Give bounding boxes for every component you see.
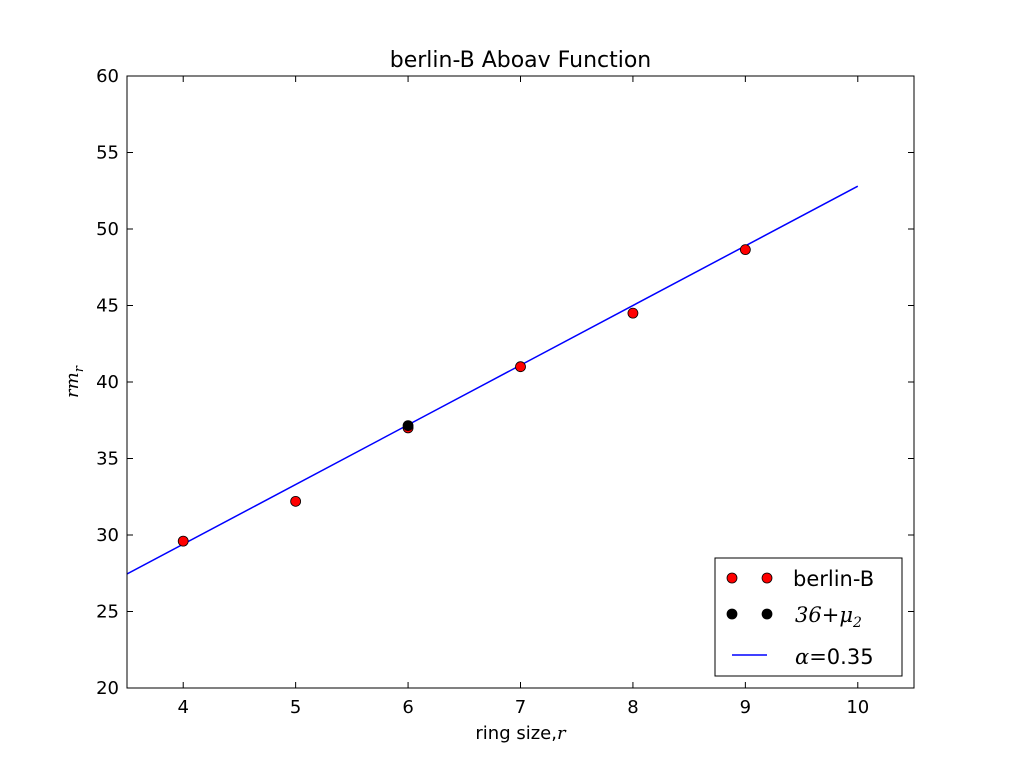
y-axis-label-sub: r: [72, 365, 87, 372]
legend-alpha-value: 0.35: [827, 645, 874, 669]
y-tick-label-35: 35: [96, 449, 119, 470]
chart-title: berlin-B Aboav Function: [390, 48, 652, 73]
series-0-point-4: [627, 307, 639, 319]
series-1-point-0: [402, 420, 414, 432]
y-axis-label-base: rm: [62, 372, 83, 398]
x-tick-label-6: 6: [402, 697, 413, 718]
x-tick-label-7: 7: [515, 697, 526, 718]
legend-label-alpha: α=0.35: [795, 645, 874, 669]
x-tick-label-5: 5: [290, 697, 301, 718]
y-tick-label-50: 50: [96, 219, 119, 240]
y-tick-label-45: 45: [96, 296, 119, 317]
y-tick-label-20: 20: [96, 678, 119, 699]
y-axis-label: rmr: [62, 365, 87, 398]
legend-mu-sub: 2: [852, 615, 862, 631]
legend-mu-symbol: μ: [839, 603, 853, 627]
x-tick-label-8: 8: [627, 697, 638, 718]
legend-label-berlin-b: berlin-B: [793, 567, 874, 591]
y-tick-label-30: 30: [96, 525, 119, 546]
legend-alpha-symbol: α: [795, 645, 809, 669]
x-axis-label: ring size,r: [475, 723, 567, 744]
x-axis-label-text: ring size,: [475, 723, 557, 744]
legend-marker-36-mu2-2: [761, 608, 773, 620]
series-0-point-0: [177, 535, 189, 547]
legend-frame: [714, 557, 903, 677]
y-tick-label-40: 40: [96, 372, 119, 393]
y-tick-label-60: 60: [96, 66, 119, 87]
x-tick-label-4: 4: [177, 697, 188, 718]
legend-label-36-mu2: 36+μ2: [795, 603, 862, 631]
legend-alpha-equals: =: [809, 645, 827, 669]
legend-marker-berlin-b-2: [761, 572, 773, 584]
series-0-point-3: [515, 361, 526, 373]
series-0-point-1: [290, 495, 302, 507]
x-tick-label-9: 9: [740, 697, 751, 718]
x-axis-label-var: r: [557, 723, 567, 744]
x-tick-label-10: 10: [846, 697, 869, 718]
legend: berlin-B 36+μ2 α=0.35: [714, 557, 903, 677]
y-tick-label-55: 55: [96, 143, 119, 164]
series-0-point-5: [739, 244, 751, 256]
legend-marker-36-mu2-1: [726, 608, 738, 620]
legend-36-lead: 36+: [795, 603, 839, 627]
series-layer: [127, 185, 859, 575]
series-line-2: [127, 185, 859, 575]
legend-marker-berlin-b-1: [726, 572, 738, 584]
y-tick-label-25: 25: [96, 602, 119, 623]
